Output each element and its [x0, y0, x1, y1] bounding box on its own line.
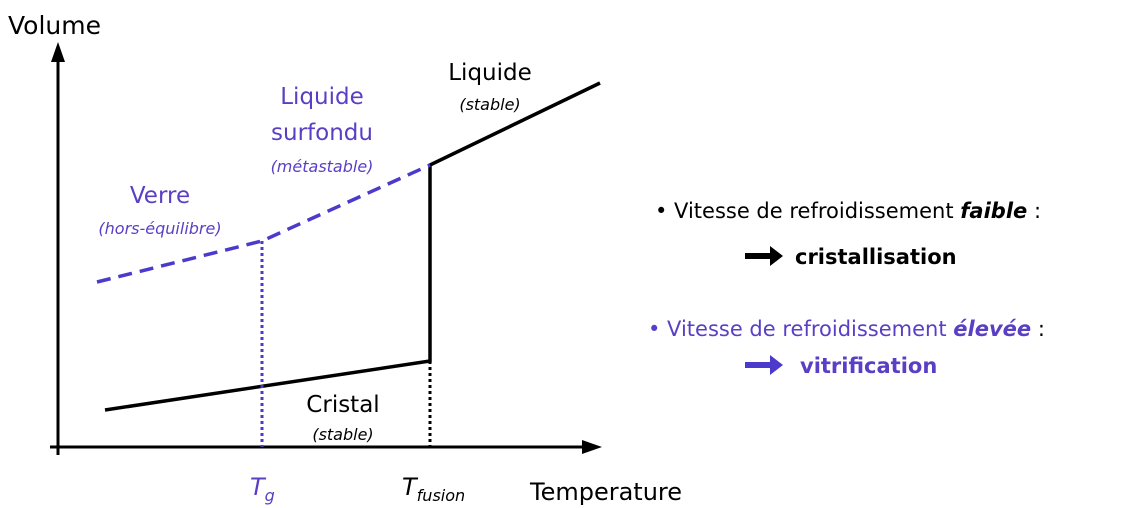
note-suffix: :: [1034, 199, 1041, 223]
note-result: cristallisation: [795, 245, 957, 269]
x-label: Temperature: [529, 478, 682, 506]
region-name: Liquide: [448, 60, 532, 86]
region-state: (hors-équilibre): [98, 219, 221, 238]
arrow-icon: [745, 355, 783, 375]
region-name: surfondu: [271, 120, 373, 146]
region-state: (stable): [312, 425, 373, 444]
region-state: (métastable): [271, 157, 374, 176]
note-emphasis: élevée: [953, 317, 1031, 341]
tg-sub: g: [265, 486, 275, 505]
note-prefix: • Vitesse de refroidissement: [655, 199, 954, 223]
region-name: Cristal: [306, 392, 379, 418]
tfusion-main: T: [402, 473, 419, 501]
region-name: Liquide: [280, 84, 364, 110]
arrow-icon: [745, 246, 783, 266]
note: • Vitesse de refroidissement faible :: [655, 199, 1041, 223]
note-suffix: :: [1038, 317, 1045, 341]
equilibrium-curve: [104, 81, 601, 412]
y-label: Volume: [8, 11, 101, 40]
tg-main: T: [250, 473, 267, 501]
note-result: vitrification: [800, 354, 937, 378]
region-name: Verre: [130, 183, 190, 209]
note-prefix: • Vitesse de refroidissement: [648, 317, 947, 341]
y-axis-arrow: [51, 42, 65, 62]
glass-curve: [96, 163, 431, 284]
tfusion-label: Tfusion: [402, 473, 465, 505]
x-axis-arrow: [582, 440, 602, 454]
note: • Vitesse de refroidissement élevée :: [648, 317, 1045, 341]
region-state: (stable): [459, 95, 520, 114]
note-emphasis: faible: [960, 199, 1027, 223]
tg-label: Tg: [250, 473, 275, 505]
tfusion-sub: fusion: [417, 486, 465, 505]
